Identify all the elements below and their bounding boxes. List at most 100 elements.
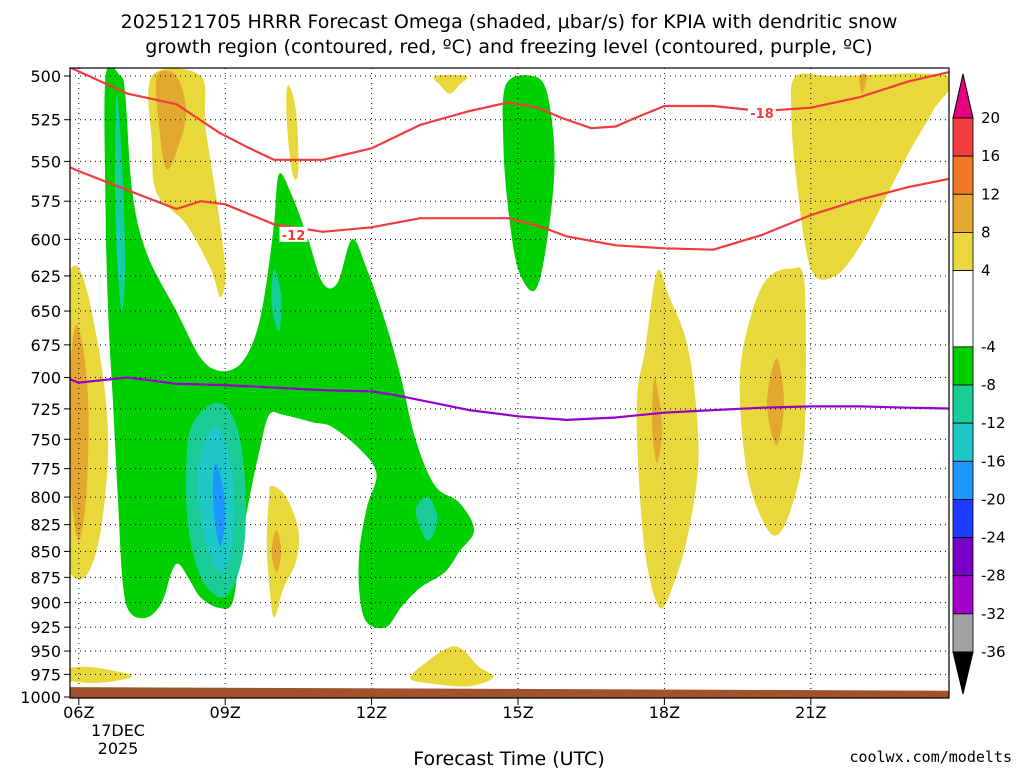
chart-title-line-2: growth region (contoured, red, ºC) and f… <box>145 36 872 58</box>
y-tick-label-700: 700 <box>30 368 61 387</box>
colorbar-label--4: -4 <box>981 338 996 356</box>
y-tick-label-850: 850 <box>30 542 61 561</box>
colorbar-bin-bottom <box>952 651 974 695</box>
y-tick-label-900: 900 <box>30 594 61 613</box>
omega-rise-minus12-minus16-area-2 <box>117 208 121 284</box>
omega-sink-4-8-area-5 <box>636 269 699 609</box>
omega-sink-4-8-area-3 <box>286 84 299 180</box>
time-axis: 06Z 09Z 12Z 15Z 18Z 21Z <box>63 698 826 722</box>
omega-sink-8-12 <box>70 70 867 573</box>
omega-rise-minus16-minus20 <box>212 462 226 547</box>
dgz-minus12-line <box>70 166 949 251</box>
omega-rise-minus4-minus8-area-2 <box>502 75 555 292</box>
y-tick-label-525: 525 <box>30 111 61 130</box>
y-tick-label-875: 875 <box>30 568 61 587</box>
omega-rise-minus8-minus12-area-1 <box>114 93 126 312</box>
y-tick-label-575: 575 <box>30 192 61 211</box>
colorbar-label-4: 4 <box>981 262 991 280</box>
y-tick-label-625: 625 <box>30 267 61 286</box>
y-tick-label-650: 650 <box>30 302 61 321</box>
colorbar-bin--16--12 <box>952 422 974 462</box>
y-tick-label-675: 675 <box>30 336 61 355</box>
y-tick-label-550: 550 <box>30 152 61 171</box>
omega-colorbar: 20 16 12 8 4 -4 -8 -12 -16 -20 -24 -28 -32 -36 <box>952 73 1006 695</box>
dgz-minus18-line <box>70 68 949 161</box>
colorbar-bin--24--20 <box>952 499 974 538</box>
y-tick-label-925: 925 <box>30 618 61 637</box>
colorbar-bin-8-12 <box>952 193 974 233</box>
omega-sink-4-8-area-9 <box>410 646 494 687</box>
plot-frame <box>69 67 950 699</box>
colorbar-label--8: -8 <box>981 376 996 394</box>
omega-sink-4-8-area-4 <box>433 74 468 94</box>
y-tick-label-500: 500 <box>30 67 61 86</box>
colorbar-bin-4-8 <box>952 232 974 271</box>
ground-fill <box>70 687 949 698</box>
plot-area: -18 -12 <box>70 68 949 698</box>
colorbar-bin-16-20 <box>952 117 974 157</box>
gridlines <box>70 68 949 698</box>
colorbar-bin-12-16 <box>952 155 974 195</box>
omega-sink-4-8-area-8 <box>266 485 300 618</box>
y-tick-label-950: 950 <box>30 642 61 661</box>
omega-sink-8-12-area-5 <box>859 73 867 94</box>
y-tick-label-750: 750 <box>30 430 61 449</box>
y-tick-label-800: 800 <box>30 488 61 507</box>
colorbar-bin--28--24 <box>952 537 974 577</box>
omega-sink-8-12-area-6 <box>271 530 282 573</box>
date-year-label: 2025 <box>98 739 139 758</box>
temperature-contours: -18 -12 <box>70 68 949 421</box>
colorbar-label-20: 20 <box>981 109 1000 127</box>
omega-rise-minus8-minus12-area-3 <box>271 268 282 332</box>
omega-sink-4-8-area-10 <box>70 666 133 683</box>
colorbar-bin--8--4 <box>952 346 974 386</box>
dgz-minus18-label-bg <box>748 104 776 120</box>
ground-surface <box>70 687 949 698</box>
x-tick-label-15Z: 15Z <box>502 703 533 722</box>
credit-text: coolwx.com/modelts <box>849 748 1012 766</box>
colorbar-bin--20--16 <box>952 460 974 500</box>
colorbar-bin--36--32 <box>952 613 974 653</box>
y-tick-label-775: 775 <box>30 460 61 479</box>
colorbar-label--28: -28 <box>981 567 1006 585</box>
dgz-minus12-label: -12 <box>282 229 306 244</box>
omega-sink-8-12-area-2 <box>155 70 187 170</box>
colorbar-label--12: -12 <box>981 414 1006 432</box>
omega-sink-4-8-area-7 <box>790 73 949 280</box>
omega-rise-minus8-minus12-area-4 <box>415 496 438 541</box>
chart-title-line-1: 2025121705 HRRR Forecast Omega (shaded, … <box>121 11 898 33</box>
y-tick-label-1000: 1000 <box>20 688 61 707</box>
colorbar-bin--12--8 <box>952 384 974 424</box>
freezing-level-0-line <box>70 376 949 421</box>
colorbar-label-16: 16 <box>981 147 1000 165</box>
colorbar-label--20: -20 <box>981 490 1006 508</box>
colorbar-label--24: -24 <box>981 529 1006 547</box>
omega-shading <box>70 68 949 687</box>
y-tick-label-600: 600 <box>30 230 61 249</box>
omega-sink-8-12-area-1 <box>70 324 89 541</box>
y-tick-label-825: 825 <box>30 516 61 535</box>
colorbar-label-12: 12 <box>981 185 1000 203</box>
colorbar-label-8: 8 <box>981 223 991 241</box>
pressure-axis: 500 525 550 575 600 625 650 675 700 725 750 775 800 8… <box>20 67 70 707</box>
colorbar-label--16: -16 <box>981 452 1006 470</box>
x-tick-label-18Z: 18Z <box>649 703 680 722</box>
date-day-label: 17DEC <box>91 721 145 740</box>
dgz-minus18-label: -18 <box>750 107 774 122</box>
y-tick-label-975: 975 <box>30 665 61 684</box>
omega-sink-4-8 <box>70 68 949 687</box>
colorbar-bin--32--28 <box>952 575 974 615</box>
omega-sink-8-12-area-4 <box>766 358 784 446</box>
colorbar-bin--4-4 <box>952 270 974 348</box>
colorbar-label--32: -32 <box>981 605 1006 623</box>
omega-rise-minus16-minus20-area-1 <box>212 462 226 547</box>
y-tick-label-725: 725 <box>30 400 61 419</box>
dgz-minus12-label-bg <box>279 226 308 242</box>
x-tick-label-12Z: 12Z <box>356 703 387 722</box>
colorbar-label--36: -36 <box>981 643 1006 661</box>
x-tick-label-09Z: 09Z <box>210 703 241 722</box>
omega-sink-8-12-area-3 <box>652 377 663 463</box>
x-tick-label-06Z: 06Z <box>63 703 94 722</box>
x-axis-title: Forecast Time (UTC) <box>413 748 604 768</box>
